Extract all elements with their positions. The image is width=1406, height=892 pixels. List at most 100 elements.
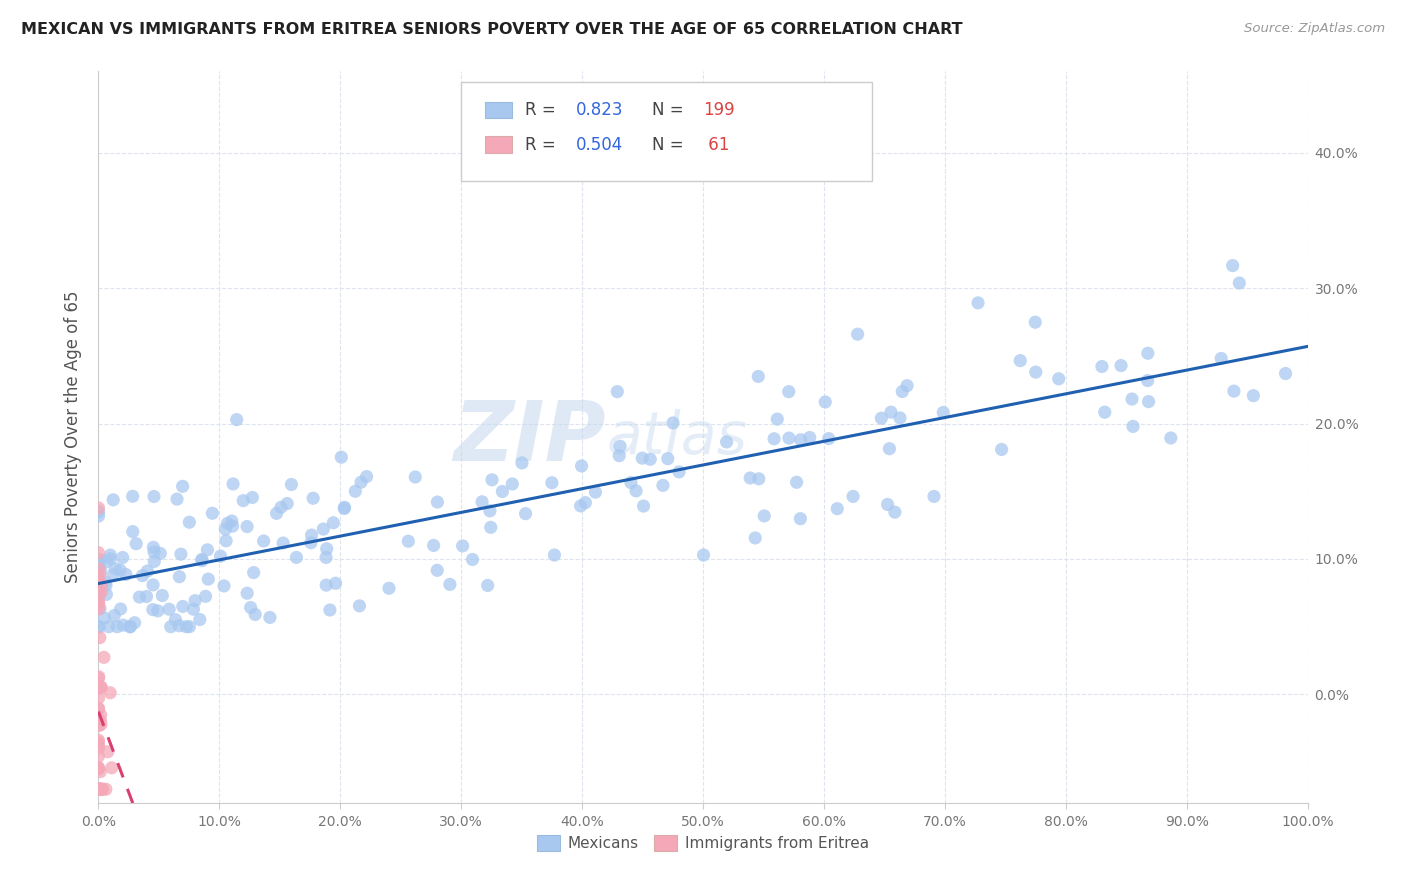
Point (299, 536, 322, 550)
Point (97, 620, 120, 634)
Point (259, 610, 281, 624)
Point (172, 479, 194, 493)
Point (510, 456, 533, 470)
Point (333, 501, 356, 516)
Point (89, 782, 111, 797)
Point (325, 576, 347, 591)
Point (87, 620, 110, 634)
Point (1091, 359, 1114, 374)
Point (574, 495, 596, 509)
Point (165, 613, 187, 627)
Text: 199: 199 (703, 101, 734, 120)
Point (638, 452, 661, 467)
FancyBboxPatch shape (485, 102, 512, 118)
Point (191, 554, 214, 568)
Point (817, 432, 839, 446)
Point (197, 542, 219, 557)
Point (280, 477, 302, 491)
Point (212, 579, 235, 593)
Text: R =: R = (526, 101, 561, 120)
Point (87, 681, 110, 695)
Point (315, 578, 337, 592)
Point (87, 738, 110, 752)
Point (93, 611, 115, 625)
Point (150, 589, 173, 603)
Point (87, 501, 110, 516)
Point (225, 412, 247, 426)
Point (179, 515, 201, 529)
Point (668, 465, 690, 479)
Point (120, 620, 142, 634)
Point (143, 545, 166, 559)
Point (87, 702, 110, 716)
Point (222, 477, 245, 491)
Point (889, 411, 911, 425)
Point (103, 608, 125, 623)
Point (543, 548, 565, 562)
Point (90, 782, 112, 797)
Point (87, 749, 110, 764)
Point (620, 475, 643, 490)
Point (221, 514, 243, 528)
Point (491, 484, 513, 499)
Point (270, 500, 292, 515)
Point (87, 782, 110, 797)
Point (90, 680, 112, 694)
Point (396, 534, 419, 549)
Point (740, 471, 762, 485)
Point (896, 378, 918, 392)
Point (214, 522, 236, 536)
Legend: Mexicans, Immigrants from Eritrea: Mexicans, Immigrants from Eritrea (531, 830, 875, 857)
Point (1160, 431, 1182, 445)
Point (89, 782, 111, 797)
Point (101, 567, 124, 582)
Point (1121, 392, 1143, 406)
Point (89, 560, 111, 574)
Point (87, 782, 110, 797)
Point (657, 451, 679, 466)
Point (90, 782, 112, 797)
Point (143, 554, 166, 568)
Point (1136, 346, 1159, 360)
Point (302, 491, 325, 506)
Text: 0.504: 0.504 (576, 136, 623, 153)
Point (825, 501, 848, 516)
Point (451, 539, 474, 553)
Point (404, 470, 426, 484)
Point (1109, 359, 1132, 373)
Text: N =: N = (652, 136, 689, 153)
Point (87, 701, 110, 715)
Point (967, 296, 990, 310)
Point (87, 733, 110, 747)
Point (94, 578, 117, 592)
Point (922, 490, 945, 504)
Point (501, 477, 523, 491)
Point (96, 587, 118, 601)
Point (157, 602, 180, 616)
Point (87, 590, 110, 604)
Point (120, 620, 142, 634)
Point (87, 782, 110, 797)
Point (111, 550, 134, 565)
Point (301, 528, 323, 542)
Point (624, 483, 647, 498)
Point (167, 619, 190, 633)
Point (652, 478, 675, 492)
Point (1222, 259, 1244, 273)
Point (285, 550, 308, 565)
Point (87, 671, 110, 685)
Point (932, 405, 955, 419)
Point (271, 536, 294, 550)
Point (87, 782, 110, 797)
Point (1211, 351, 1233, 366)
Text: Source: ZipAtlas.com: Source: ZipAtlas.com (1244, 22, 1385, 36)
Point (315, 550, 337, 565)
Point (87, 782, 110, 797)
Point (90, 681, 112, 695)
Point (87, 574, 110, 588)
Point (243, 607, 266, 622)
Point (125, 537, 148, 551)
Point (142, 541, 165, 555)
Point (1274, 367, 1296, 381)
Point (1094, 405, 1116, 419)
